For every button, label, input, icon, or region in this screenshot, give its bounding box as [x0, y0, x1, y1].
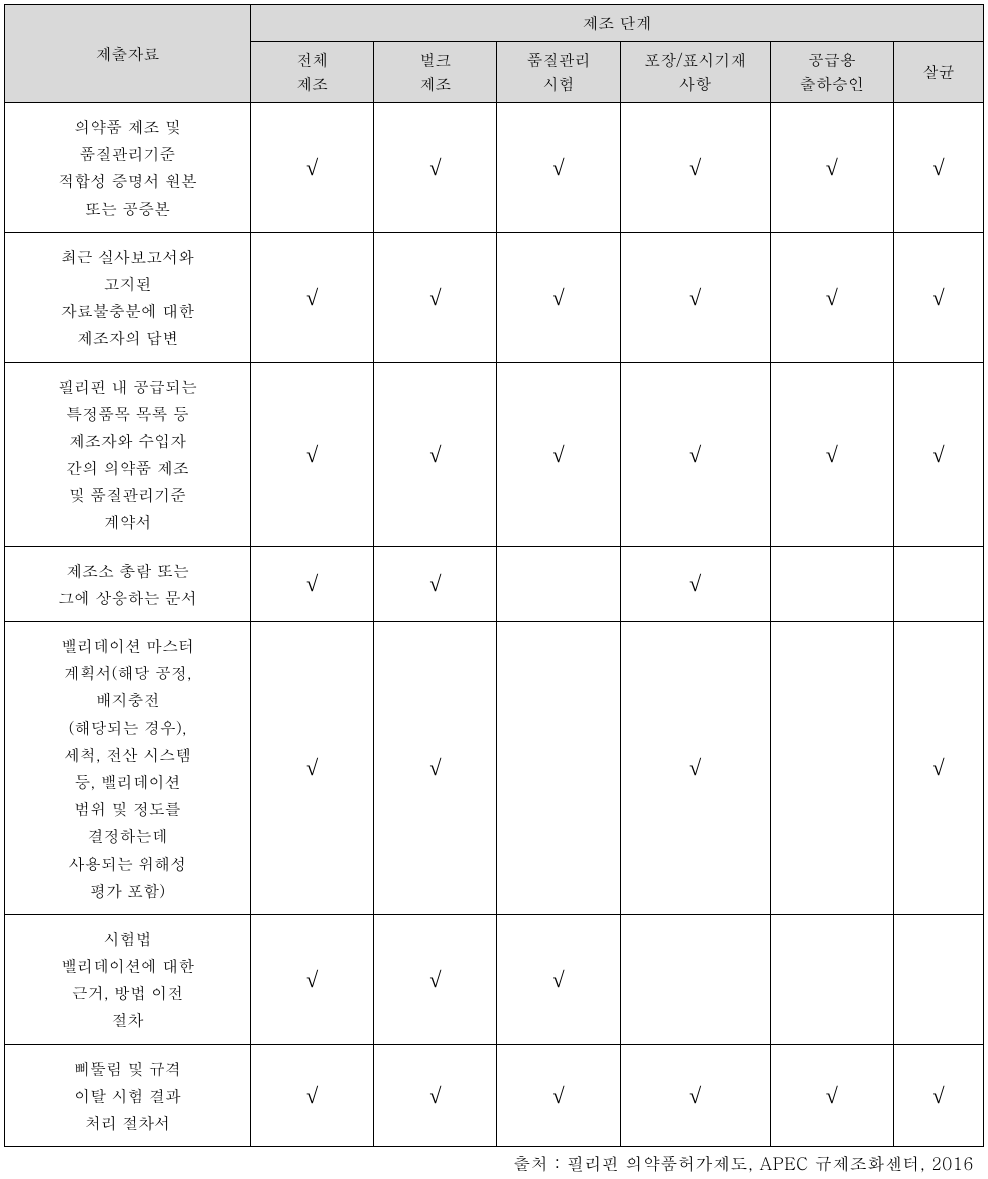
header-col-5: 살균	[893, 42, 983, 103]
row-label-0: 의약품 제조 및품질관리기준적합성 증명서 원본또는 공증본	[5, 103, 251, 233]
cell-2-3: √	[620, 362, 770, 546]
cell-2-4: √	[770, 362, 893, 546]
table-row: 시험법밸리데이션에 대한근거, 방법 이전절차 √ √ √	[5, 914, 984, 1044]
table-row: 의약품 제조 및품질관리기준적합성 증명서 원본또는 공증본 √ √ √ √ √…	[5, 103, 984, 233]
cell-3-5	[893, 546, 983, 621]
cell-3-3: √	[620, 546, 770, 621]
cell-4-2	[497, 622, 620, 915]
cell-5-4	[770, 914, 893, 1044]
header-col-3: 포장/표시기재사항	[620, 42, 770, 103]
cell-0-2: √	[497, 103, 620, 233]
cell-4-5: √	[893, 622, 983, 915]
header-col-2: 품질관리시험	[497, 42, 620, 103]
cell-4-3: √	[620, 622, 770, 915]
cell-6-5: √	[893, 1044, 983, 1147]
cell-0-3: √	[620, 103, 770, 233]
cell-1-2: √	[497, 232, 620, 362]
header-rowlabel: 제출자료	[5, 5, 251, 103]
cell-5-5	[893, 914, 983, 1044]
table-body: 의약품 제조 및품질관리기준적합성 증명서 원본또는 공증본 √ √ √ √ √…	[5, 103, 984, 1147]
header-group: 제조 단계	[251, 5, 984, 42]
cell-5-3	[620, 914, 770, 1044]
row-label-1: 최근 실사보고서와고지된자료불충분에 대한제조자의 답변	[5, 232, 251, 362]
row-label-4: 밸리데이션 마스터계획서(해당 공정,배지충전(해당되는 경우),세척, 전산 …	[5, 622, 251, 915]
row-label-6: 삐뚤림 및 규격이탈 시험 결과처리 절차서	[5, 1044, 251, 1147]
cell-6-1: √	[374, 1044, 497, 1147]
header-col-1: 벌크제조	[374, 42, 497, 103]
cell-6-4: √	[770, 1044, 893, 1147]
cell-3-1: √	[374, 546, 497, 621]
header-col-4: 공급용출하승인	[770, 42, 893, 103]
cell-5-0: √	[251, 914, 374, 1044]
cell-6-0: √	[251, 1044, 374, 1147]
row-label-3: 제조소 총람 또는그에 상응하는 문서	[5, 546, 251, 621]
cell-0-5: √	[893, 103, 983, 233]
cell-5-2: √	[497, 914, 620, 1044]
table-row: 삐뚤림 및 규격이탈 시험 결과처리 절차서 √ √ √ √ √ √	[5, 1044, 984, 1147]
table-header: 제출자료 제조 단계 전체제조 벌크제조 품질관리시험 포장/표시기재사항 공급…	[5, 5, 984, 103]
cell-1-0: √	[251, 232, 374, 362]
table-row: 제조소 총람 또는그에 상응하는 문서 √ √ √	[5, 546, 984, 621]
cell-0-1: √	[374, 103, 497, 233]
cell-3-2	[497, 546, 620, 621]
row-label-2: 필리핀 내 공급되는특정품목 목록 등제조자와 수입자간의 의약품 제조및 품질…	[5, 362, 251, 546]
cell-3-0: √	[251, 546, 374, 621]
cell-0-4: √	[770, 103, 893, 233]
cell-2-0: √	[251, 362, 374, 546]
cell-1-1: √	[374, 232, 497, 362]
cell-4-0: √	[251, 622, 374, 915]
cell-4-4	[770, 622, 893, 915]
submission-table: 제출자료 제조 단계 전체제조 벌크제조 품질관리시험 포장/표시기재사항 공급…	[4, 4, 984, 1147]
cell-1-4: √	[770, 232, 893, 362]
cell-4-1: √	[374, 622, 497, 915]
table-row: 밸리데이션 마스터계획서(해당 공정,배지충전(해당되는 경우),세척, 전산 …	[5, 622, 984, 915]
cell-0-0: √	[251, 103, 374, 233]
table-row: 필리핀 내 공급되는특정품목 목록 등제조자와 수입자간의 의약품 제조및 품질…	[5, 362, 984, 546]
cell-2-1: √	[374, 362, 497, 546]
header-col-0: 전체제조	[251, 42, 374, 103]
table-row: 최근 실사보고서와고지된자료불충분에 대한제조자의 답변 √ √ √ √ √ √	[5, 232, 984, 362]
row-label-5: 시험법밸리데이션에 대한근거, 방법 이전절차	[5, 914, 251, 1044]
cell-2-5: √	[893, 362, 983, 546]
cell-1-3: √	[620, 232, 770, 362]
cell-6-3: √	[620, 1044, 770, 1147]
cell-1-5: √	[893, 232, 983, 362]
cell-3-4	[770, 546, 893, 621]
source-text: 출처 : 필리핀 의약품허가제도, APEC 규제조화센터, 2016	[4, 1151, 984, 1175]
cell-2-2: √	[497, 362, 620, 546]
cell-6-2: √	[497, 1044, 620, 1147]
cell-5-1: √	[374, 914, 497, 1044]
